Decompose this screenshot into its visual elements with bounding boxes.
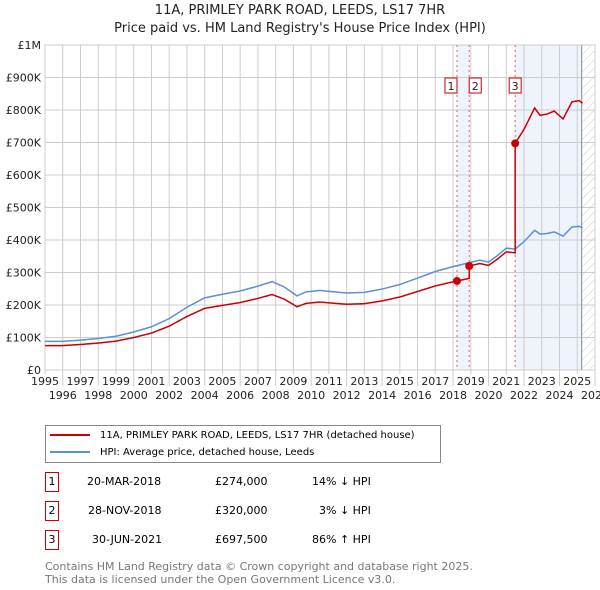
- transaction-marker: 2: [45, 501, 59, 521]
- transaction-date: 30-JUN-2021: [92, 533, 163, 546]
- x-tick-label: 2018: [439, 389, 467, 402]
- transaction-price: £697,500: [215, 533, 268, 546]
- transaction-marker: 3: [45, 530, 59, 550]
- x-tick-label: 2010: [297, 389, 325, 402]
- y-tick-label: £300K: [6, 267, 42, 280]
- x-tick-label: 2020: [475, 389, 503, 402]
- x-tick-label: 1999: [102, 375, 130, 388]
- x-tick-label: 2023: [528, 375, 556, 388]
- transaction-marker: 1: [45, 472, 59, 492]
- x-tick-label: 1998: [84, 389, 112, 402]
- plot-border: [44, 44, 596, 371]
- x-tick-label: 2014: [368, 389, 396, 402]
- y-tick-label: £400K: [6, 234, 42, 247]
- transaction-hpi: 3% ↓ HPI: [319, 504, 371, 517]
- legend-price-label: 11A, PRIMLEY PARK ROAD, LEEDS, LS17 7HR …: [100, 429, 415, 441]
- price-chart: 1995199619971998199920002001200220032004…: [6, 39, 600, 402]
- sale-label-box: [444, 77, 458, 94]
- x-tick-label: 2017: [421, 375, 449, 388]
- sale-label: 2: [472, 80, 479, 93]
- y-tick-label: £100K: [6, 332, 42, 345]
- price-paid-line: [45, 99, 584, 347]
- x-tick-label: 2012: [333, 389, 361, 402]
- x-tick-label: 2004: [191, 389, 219, 402]
- x-tick-label: 2002: [155, 389, 183, 402]
- x-tick-label: 2019: [457, 375, 485, 388]
- x-tick-label: 1996: [49, 389, 77, 402]
- legend: 11A, PRIMLEY PARK ROAD, LEEDS, LS17 7HR …: [45, 425, 441, 463]
- footer-licence: This data is licensed under the Open Gov…: [45, 573, 396, 586]
- x-tick-label: 2006: [226, 389, 254, 402]
- x-tick-label: 2015: [386, 375, 414, 388]
- sale-label: 3: [512, 80, 519, 93]
- transaction-price: £274,000: [215, 475, 268, 488]
- sale-point: [465, 262, 474, 270]
- y-tick-label: £1M: [18, 39, 42, 52]
- sale-label-box: [508, 77, 522, 94]
- transaction-hpi: 86% ↑ HPI: [312, 533, 371, 546]
- y-tick-label: £900K: [6, 72, 42, 85]
- transaction-price: £320,000: [215, 504, 268, 517]
- x-tick-label: 2026: [581, 389, 600, 402]
- table-row: 2 28-NOV-2018 £320,000 3% ↓ HPI: [45, 501, 445, 521]
- table-row: 3 30-JUN-2021 £697,500 86% ↑ HPI: [45, 530, 445, 550]
- sale-point: [452, 276, 461, 285]
- x-tick-label: 2003: [173, 375, 201, 388]
- y-tick-label: £600K: [6, 169, 42, 182]
- x-tick-label: 1995: [31, 375, 59, 388]
- footer-copyright: Contains HM Land Registry data © Crown c…: [45, 560, 473, 573]
- sale-point: [511, 139, 520, 148]
- x-tick-label: 2011: [315, 375, 343, 388]
- transaction-date: 20-MAR-2018: [87, 475, 162, 488]
- x-tick-label: 2025: [563, 375, 591, 388]
- x-tick-label: 2021: [492, 375, 520, 388]
- x-tick-label: 2008: [262, 389, 290, 402]
- x-tick-label: 2005: [208, 375, 236, 388]
- x-tick-label: 2022: [510, 389, 538, 402]
- sale-label: 1: [447, 80, 454, 93]
- x-tick-label: 1997: [66, 375, 94, 388]
- y-tick-label: £0: [27, 364, 41, 377]
- sale-label-box: [468, 77, 482, 94]
- x-tick-label: 2007: [244, 375, 272, 388]
- x-tick-label: 2024: [546, 389, 574, 402]
- y-tick-label: £800K: [6, 104, 42, 117]
- y-tick-label: £500K: [6, 202, 42, 215]
- footer: Contains HM Land Registry data © Crown c…: [45, 560, 473, 586]
- x-tick-label: 2013: [350, 375, 378, 388]
- chart-subtitle: Price paid vs. HM Land Registry's House …: [114, 21, 486, 36]
- chart-title: 11A, PRIMLEY PARK ROAD, LEEDS, LS17 7HR: [154, 3, 446, 18]
- x-tick-label: 2016: [404, 389, 432, 402]
- x-tick-label: 2000: [120, 389, 148, 402]
- x-tick-label: 2009: [279, 375, 307, 388]
- hpi-line: [45, 225, 583, 343]
- legend-hpi-label: HPI: Average price, detached house, Leed…: [100, 446, 315, 458]
- y-tick-label: £200K: [6, 299, 42, 312]
- transaction-hpi: 14% ↓ HPI: [312, 475, 371, 488]
- transaction-date: 28-NOV-2018: [88, 504, 162, 517]
- y-tick-label: £700K: [6, 137, 42, 150]
- table-row: 1 20-MAR-2018 £274,000 14% ↓ HPI: [45, 472, 445, 492]
- legend-hpi-swatch: [50, 451, 90, 453]
- x-tick-label: 2001: [137, 375, 165, 388]
- legend-price-swatch: [50, 434, 90, 436]
